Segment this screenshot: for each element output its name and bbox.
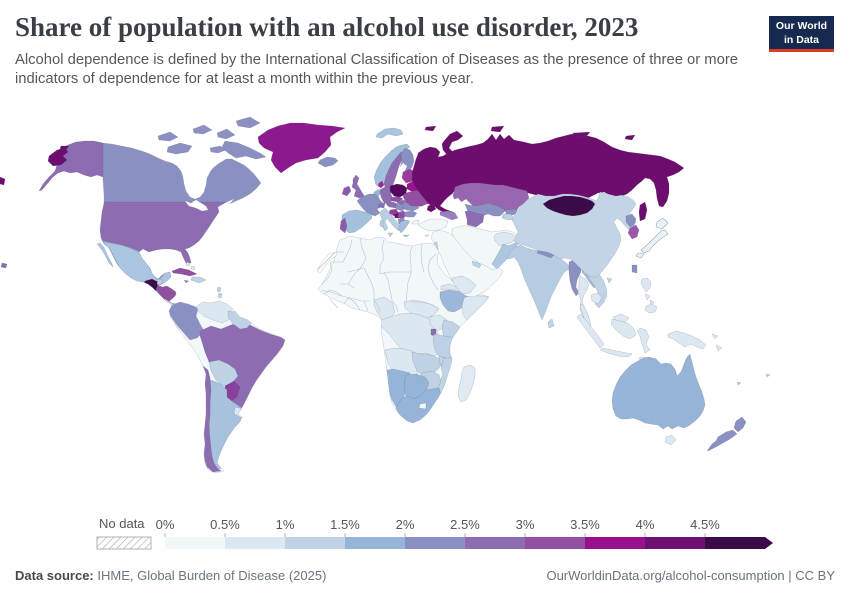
svg-text:3%: 3% — [516, 517, 535, 532]
svg-text:0.5%: 0.5% — [210, 517, 240, 532]
svg-text:3.5%: 3.5% — [570, 517, 600, 532]
svg-text:2.5%: 2.5% — [450, 517, 480, 532]
svg-text:2%: 2% — [396, 517, 415, 532]
svg-text:4.5%: 4.5% — [690, 517, 720, 532]
svg-text:1.5%: 1.5% — [330, 517, 360, 532]
svg-text:1%: 1% — [276, 517, 295, 532]
svg-text:0%: 0% — [156, 517, 175, 532]
svg-text:4%: 4% — [636, 517, 655, 532]
